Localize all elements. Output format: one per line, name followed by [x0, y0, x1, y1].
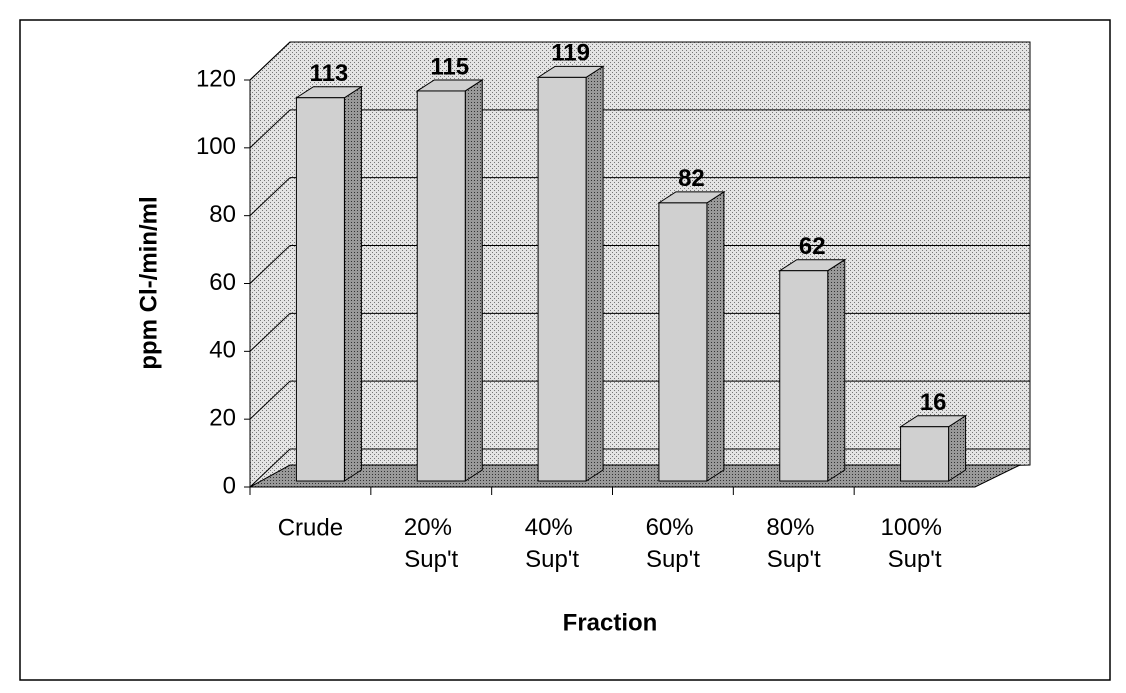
bar	[416, 90, 466, 482]
y-tick-label: 40	[209, 337, 236, 364]
bar	[295, 97, 345, 482]
data-label: 16	[920, 389, 947, 416]
grid-line-side	[249, 109, 291, 149]
data-label: 119	[551, 40, 590, 67]
x-tick-label: Crude	[278, 514, 343, 541]
x-tick-label: 60% Sup't	[646, 514, 701, 573]
y-tick-label: 80	[209, 201, 236, 228]
y-tick-label: 60	[209, 269, 236, 296]
y-tick-label: 120	[196, 65, 236, 92]
bar-side	[827, 258, 846, 482]
y-tick-label: 0	[223, 472, 236, 499]
x-tick-label: 40% Sup't	[525, 514, 580, 573]
y-tick-label: 20	[209, 405, 236, 432]
x-tick-label: 80% Sup't	[766, 514, 821, 573]
bar-side	[343, 85, 362, 482]
x-axis-label: Fraction	[563, 609, 658, 636]
bar-side	[706, 190, 725, 482]
grid-line-side	[249, 312, 291, 352]
data-label: 62	[799, 233, 826, 260]
bar-side	[464, 79, 483, 482]
grid-line-side	[249, 177, 291, 217]
data-label: 113	[310, 60, 349, 87]
bar	[537, 76, 587, 482]
y-axis-label: ppm Cl-/min/ml	[135, 196, 162, 369]
data-label: 115	[430, 53, 469, 80]
x-tick-label: 20% Sup't	[404, 514, 459, 573]
data-label: 82	[678, 165, 705, 192]
grid-line-side	[249, 380, 291, 420]
grid-line-side	[249, 41, 291, 81]
bar	[900, 426, 950, 482]
y-tick-label: 100	[196, 133, 236, 160]
grid-line-side	[249, 245, 291, 284]
bar-side	[585, 65, 604, 482]
bar	[779, 270, 829, 482]
grid-line-side	[249, 448, 291, 488]
x-tick-label: 100% Sup't	[881, 514, 949, 573]
bar	[658, 202, 708, 482]
